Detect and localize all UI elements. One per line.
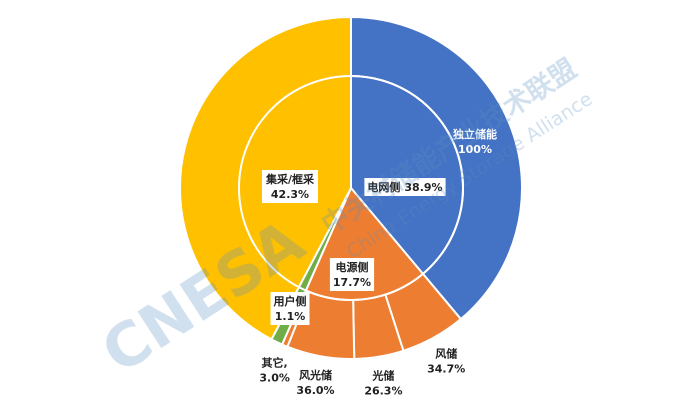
label-text: 独立储能 100%	[452, 127, 497, 156]
data-label: 风储 34.7%	[427, 346, 465, 375]
label-name: 独立储能	[452, 127, 497, 141]
label-value: 42.3%	[271, 188, 309, 201]
data-label: 集采/框采 42.3%	[261, 170, 319, 203]
data-label: 风光储 36.0%	[296, 368, 334, 397]
label-box	[364, 178, 446, 196]
data-label: 其它, 3.0%	[259, 356, 290, 385]
label-text: 风光储 36.0%	[296, 368, 334, 397]
label-box	[261, 170, 319, 203]
label-text: 电源侧 17.7%	[333, 260, 371, 289]
label-value: 34.7%	[427, 362, 465, 375]
data-label: 用户侧 1.1%	[270, 292, 310, 325]
label-name: 集采/框采	[265, 172, 315, 186]
label-value: 17.7%	[333, 276, 371, 289]
data-label: 电网侧 38.9%	[364, 178, 446, 196]
label-value: 38.9%	[404, 181, 442, 194]
label-text: 用户侧 1.1%	[274, 294, 307, 323]
label-value: 1.1%	[275, 310, 306, 323]
label-value: 100%	[458, 143, 492, 156]
label-name: 风储	[435, 346, 457, 360]
label-text: 集采/框采 42.3%	[265, 172, 315, 201]
label-value: 36.0%	[296, 384, 334, 397]
label-text: 电网侧 38.9%	[367, 180, 442, 194]
label-box	[270, 292, 310, 325]
label-box	[329, 258, 375, 291]
data-label: 电源侧 17.7%	[329, 258, 375, 291]
label-value: 26.3%	[364, 384, 402, 397]
inner-ring-border	[238, 75, 464, 301]
data-label: 独立储能 100%	[452, 127, 497, 156]
label-name: 用户侧	[274, 294, 307, 308]
label-value: 3.0%	[259, 372, 290, 385]
label-text: 其它, 3.0%	[259, 356, 290, 385]
data-label: 光储 26.3%	[364, 368, 402, 397]
label-name: 电源侧	[336, 260, 369, 274]
label-name: 其它,	[262, 356, 288, 370]
label-name: 光储	[371, 368, 394, 382]
label-text: 光储 26.3%	[364, 368, 402, 397]
pie: 独立储能 100% 电网侧 38.9% 风储 34.7% 光储 26.3% 风光储 36.0% 其它…	[179, 15, 523, 397]
label-name: 电网侧	[367, 180, 400, 194]
label-name: 风光储	[299, 368, 332, 382]
label-text: 风储 34.7%	[427, 346, 465, 375]
